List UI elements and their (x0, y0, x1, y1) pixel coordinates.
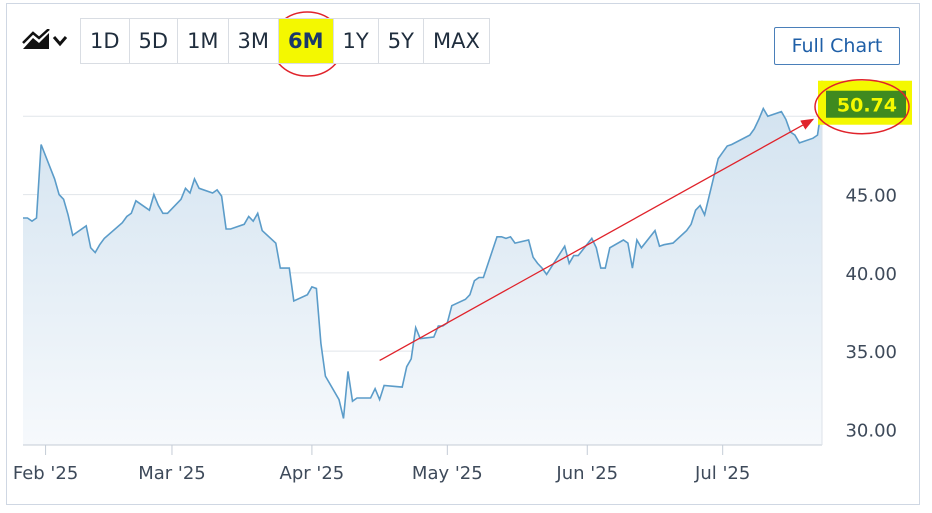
x-tick-label: Jun '25 (555, 463, 618, 484)
y-tick-label: 45.00 (845, 186, 897, 207)
y-tick-label: 40.00 (845, 264, 897, 285)
x-tick-label: Feb '25 (13, 463, 78, 484)
trend-arrow (379, 118, 815, 362)
y-axis: 30.00 35.00 40.00 45.00 (845, 186, 897, 442)
full-chart-button[interactable]: Full Chart (774, 27, 900, 65)
chevron-down-icon (52, 36, 68, 47)
price-area (23, 104, 823, 445)
price-badge-label: 50.74 (837, 95, 897, 117)
range-button-5d[interactable]: 5D (130, 19, 179, 63)
x-tick-label: Mar '25 (138, 463, 206, 484)
y-tick-label: 30.00 (845, 420, 897, 441)
x-axis: Feb '25 Mar '25 Apr '25 May '25 Jun '25 Jul '… (13, 80, 823, 484)
x-tick-label: Jul '25 (694, 463, 750, 484)
range-button-5y[interactable]: 5Y (379, 19, 424, 63)
area-fill (23, 104, 822, 445)
series-line (23, 104, 823, 419)
range-button-6m[interactable]: 6M (279, 19, 334, 63)
range-button-1y[interactable]: 1Y (334, 19, 379, 63)
range-button-max[interactable]: MAX (432, 29, 480, 53)
x-tick-label: May '25 (412, 463, 483, 484)
area-chart-icon (22, 29, 68, 49)
range-button-3m[interactable]: 3M (229, 19, 280, 63)
price-circle-annotation (814, 78, 910, 135)
range-button-1d[interactable]: 1D (81, 19, 130, 63)
chart-toolbar: 1D 5D 1M 3M 6M 1Y 5Y MAX (10, 18, 490, 64)
y-tick-label: 35.00 (845, 342, 897, 363)
x-tick-label: Apr '25 (280, 463, 345, 484)
price-badge (826, 90, 906, 118)
chart-type-dropdown[interactable] (10, 18, 80, 64)
range-button-1m[interactable]: 1M (178, 19, 229, 63)
range-selector: 1D 5D 1M 3M 6M 1Y 5Y MAX (80, 18, 490, 64)
